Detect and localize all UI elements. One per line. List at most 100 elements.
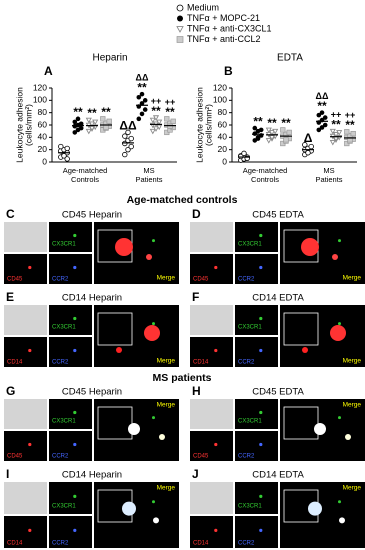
channel-label: CX3CR1 [238, 242, 262, 248]
point [329, 139, 336, 146]
channel-label: CD14 [193, 541, 209, 547]
y-tick-label: 60 [218, 119, 228, 129]
point [305, 150, 311, 156]
point [268, 135, 276, 141]
cell [259, 316, 263, 321]
cell [259, 410, 263, 415]
point [156, 119, 163, 126]
legend-label: TNFα + anti-CX3CL1 [187, 23, 271, 33]
cell [159, 434, 165, 440]
annotation: ** [165, 105, 175, 119]
chart-title: Heparin [92, 53, 127, 64]
annotation: ΔΔ [316, 91, 329, 101]
cell [338, 322, 341, 326]
fluorescence-tile [4, 516, 47, 548]
panel-letter: A [44, 64, 53, 78]
y-axis-label: (cells/mm²) [23, 104, 33, 146]
x-tick-label: MS [143, 166, 154, 175]
channel-label: CD14 [193, 360, 209, 366]
channel-label: CX3CR1 [238, 325, 262, 331]
panel-title: CD14 EDTA [252, 470, 304, 481]
fluorescence-tile [235, 305, 278, 335]
cell [152, 322, 155, 326]
cell [152, 416, 155, 420]
fluorescence-tile [49, 516, 92, 548]
y-tick-label: 60 [38, 119, 48, 129]
brightfield [4, 399, 47, 429]
point [136, 94, 142, 100]
point [75, 116, 81, 122]
point [106, 118, 112, 124]
point [125, 129, 131, 136]
merge-image [94, 305, 179, 367]
y-tick-label: 120 [33, 82, 47, 92]
point [88, 125, 96, 132]
channel-label: CCR2 [238, 454, 255, 460]
annotation: Δ [304, 131, 313, 145]
annotation: ** [331, 117, 341, 131]
section-title: Age-matched controls [127, 194, 238, 206]
point [100, 116, 106, 122]
merge-label: Merge [157, 358, 176, 365]
panel-letter: C [6, 207, 15, 221]
channel-label: CX3CR1 [238, 504, 262, 510]
channel-label: CD45 [193, 277, 209, 283]
channel-label: CCR2 [238, 277, 255, 283]
panel-title: CD45 Heparin [62, 387, 122, 398]
y-axis-label: (cells/mm²) [203, 104, 213, 146]
annotation: ++ [151, 96, 162, 106]
legend-label: Medium [187, 2, 219, 12]
y-tick-label: 80 [218, 107, 228, 117]
section-title: MS patients [153, 372, 212, 384]
x-tick-label: Age-matched [243, 166, 288, 175]
point [122, 133, 128, 139]
point [139, 111, 145, 117]
y-tick-label: 100 [33, 95, 47, 105]
fluorescence-tile [49, 337, 92, 367]
cell [116, 347, 122, 353]
point [78, 125, 84, 131]
point [258, 127, 264, 133]
point [255, 136, 261, 141]
x-tick-label: Patients [315, 175, 342, 184]
channel-label: CCR2 [52, 454, 69, 460]
fluorescence-tile [49, 399, 92, 429]
panel-title: CD14 Heparin [62, 470, 122, 481]
y-tick-label: 80 [38, 107, 48, 117]
cell [330, 325, 346, 341]
y-tick-label: 20 [218, 144, 228, 154]
point [85, 128, 92, 135]
point [336, 130, 343, 136]
brightfield [4, 482, 47, 514]
point [252, 125, 258, 131]
y-axis-label: Leukocyte adhesion [14, 87, 24, 163]
cell [73, 528, 77, 533]
channel-label: CX3CR1 [52, 242, 76, 248]
panel-letter: D [192, 207, 201, 221]
zoom-box [97, 312, 133, 346]
cell [259, 442, 263, 447]
y-tick-label: 20 [38, 144, 48, 154]
chart-title: EDTA [277, 53, 303, 64]
fluorescence-tile [235, 399, 278, 429]
cell [314, 423, 326, 435]
point [332, 131, 340, 138]
brightfield [190, 222, 233, 252]
merge-image [280, 222, 365, 284]
annotation: ** [151, 104, 161, 118]
point [88, 121, 96, 127]
cell [73, 265, 77, 270]
panel-title: CD45 Heparin [62, 210, 122, 221]
channel-label: CCR2 [238, 541, 255, 547]
channel-label: CD14 [7, 541, 23, 547]
point [103, 124, 109, 131]
fluorescence-tile [235, 516, 278, 548]
cell [28, 442, 32, 447]
cell [345, 434, 351, 440]
cell [214, 348, 218, 353]
cell [73, 316, 77, 321]
brightfield [190, 482, 233, 514]
cell [259, 233, 263, 238]
cell [259, 348, 263, 353]
point [122, 151, 128, 158]
